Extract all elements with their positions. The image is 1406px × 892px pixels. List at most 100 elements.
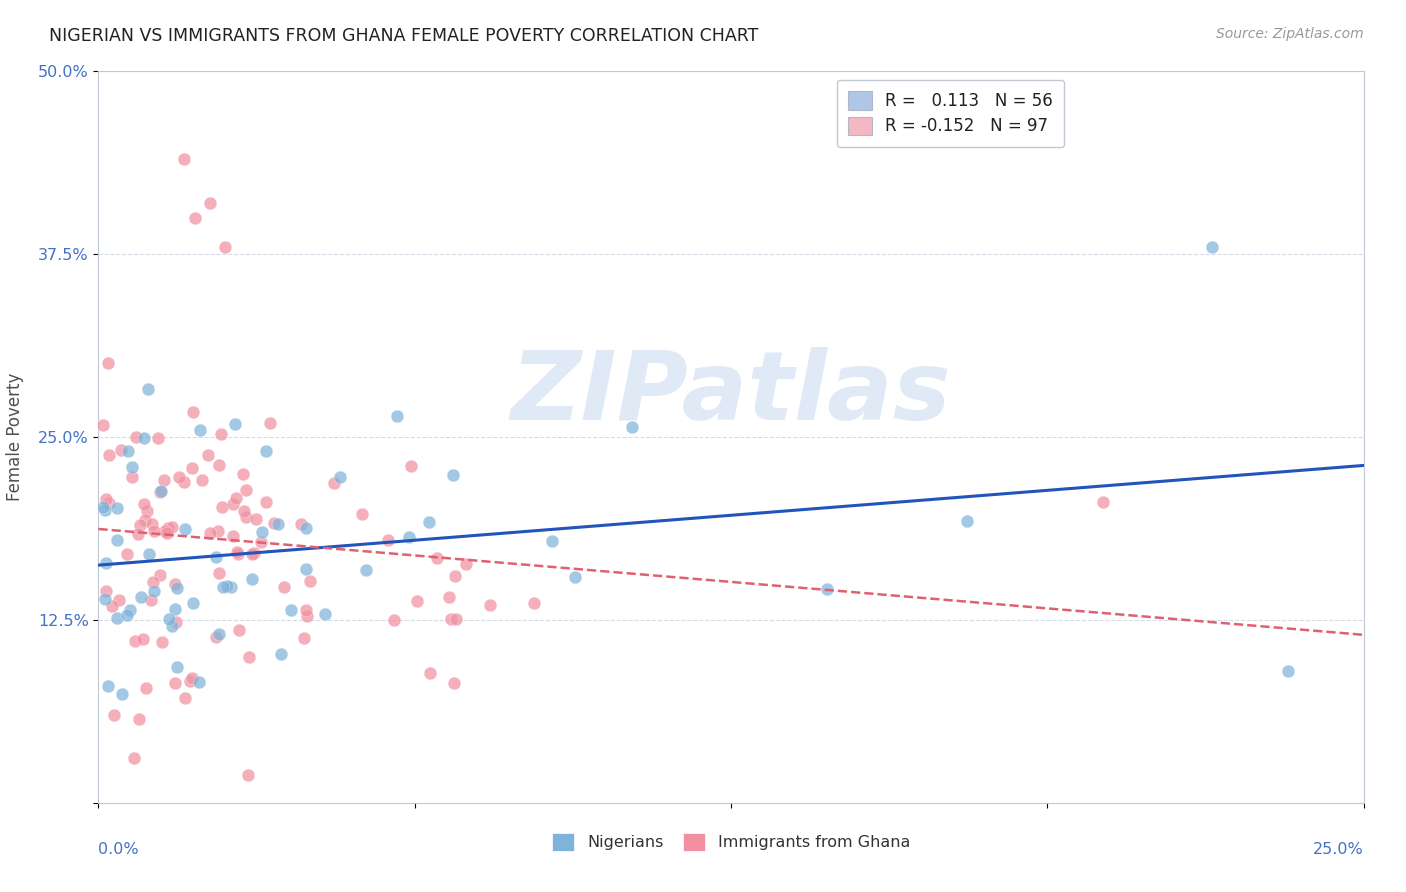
Point: [97, 356, 120, 370]
Point: [444, 613, 467, 627]
Point: [399, 459, 422, 474]
Point: [815, 582, 838, 596]
Point: [111, 687, 134, 701]
Point: [103, 707, 125, 722]
Text: NIGERIAN VS IMMIGRANTS FROM GHANA FEMALE POVERTY CORRELATION CHART: NIGERIAN VS IMMIGRANTS FROM GHANA FEMALE…: [49, 27, 759, 45]
Point: [208, 566, 231, 581]
Point: [173, 522, 195, 536]
Point: [222, 497, 245, 511]
Point: [118, 603, 141, 617]
Point: [180, 461, 202, 475]
Point: [166, 660, 188, 674]
Point: [94, 503, 117, 517]
Point: [166, 581, 188, 595]
Point: [163, 676, 186, 690]
Point: [143, 583, 166, 598]
Point: [179, 674, 201, 689]
Point: [224, 417, 246, 431]
Point: [94, 556, 117, 570]
Point: [98, 496, 121, 510]
Text: ZIPatlas: ZIPatlas: [510, 347, 952, 440]
Point: [121, 460, 143, 475]
Point: [188, 675, 211, 690]
Point: [115, 607, 138, 622]
Point: [440, 612, 463, 626]
Point: [263, 516, 285, 531]
Point: [204, 630, 226, 644]
Point: [322, 475, 344, 490]
Point: [254, 495, 277, 509]
Point: [211, 500, 233, 515]
Point: [149, 567, 172, 582]
Point: [441, 467, 464, 482]
Point: [212, 580, 235, 594]
Point: [165, 577, 187, 591]
Point: [235, 509, 257, 524]
Point: [96, 583, 118, 598]
Point: [406, 594, 429, 608]
Point: [314, 607, 336, 622]
Point: [115, 547, 138, 561]
Point: [142, 524, 165, 538]
Point: [236, 768, 259, 782]
Point: [135, 681, 157, 695]
Point: [298, 574, 321, 588]
Point: [621, 420, 644, 434]
Point: [174, 690, 197, 705]
Point: [100, 599, 122, 613]
Point: [956, 514, 979, 528]
Point: [141, 516, 163, 531]
Point: [290, 516, 312, 531]
Point: [97, 680, 120, 694]
Point: [153, 474, 176, 488]
Point: [245, 512, 267, 526]
Point: [226, 545, 249, 559]
Point: [173, 475, 195, 490]
Point: [105, 500, 128, 515]
Point: [181, 596, 204, 610]
Point: [204, 550, 226, 565]
Point: [1201, 240, 1223, 254]
Point: [129, 590, 152, 604]
Point: [149, 484, 172, 499]
Text: Source: ZipAtlas.com: Source: ZipAtlas.com: [1216, 27, 1364, 41]
Point: [136, 503, 159, 517]
Point: [418, 515, 440, 529]
Point: [157, 612, 180, 626]
Point: [207, 524, 229, 539]
Point: [167, 470, 190, 484]
Point: [93, 500, 115, 514]
Point: [165, 615, 187, 629]
Point: [127, 527, 149, 541]
Point: [105, 533, 128, 548]
Point: [443, 569, 465, 583]
Point: [162, 520, 184, 534]
Point: [228, 547, 250, 561]
Point: [121, 469, 143, 483]
Point: [209, 427, 232, 442]
Point: [190, 423, 212, 437]
Point: [215, 579, 238, 593]
Point: [105, 611, 128, 625]
Point: [134, 497, 156, 511]
Point: [295, 562, 318, 576]
Point: [128, 712, 150, 726]
Point: [122, 751, 145, 765]
Legend: Nigerians, Immigrants from Ghana: Nigerians, Immigrants from Ghana: [546, 827, 917, 857]
Text: 0.0%: 0.0%: [98, 842, 139, 856]
Point: [222, 529, 245, 543]
Point: [240, 547, 263, 561]
Point: [219, 580, 242, 594]
Point: [233, 504, 256, 518]
Point: [163, 602, 186, 616]
Point: [354, 563, 377, 577]
Point: [478, 599, 501, 613]
Point: [198, 526, 221, 541]
Point: [382, 613, 405, 627]
Point: [259, 416, 281, 430]
Point: [124, 634, 146, 648]
Point: [156, 521, 179, 535]
Point: [191, 473, 214, 487]
Point: [146, 431, 169, 445]
Point: [267, 517, 290, 532]
